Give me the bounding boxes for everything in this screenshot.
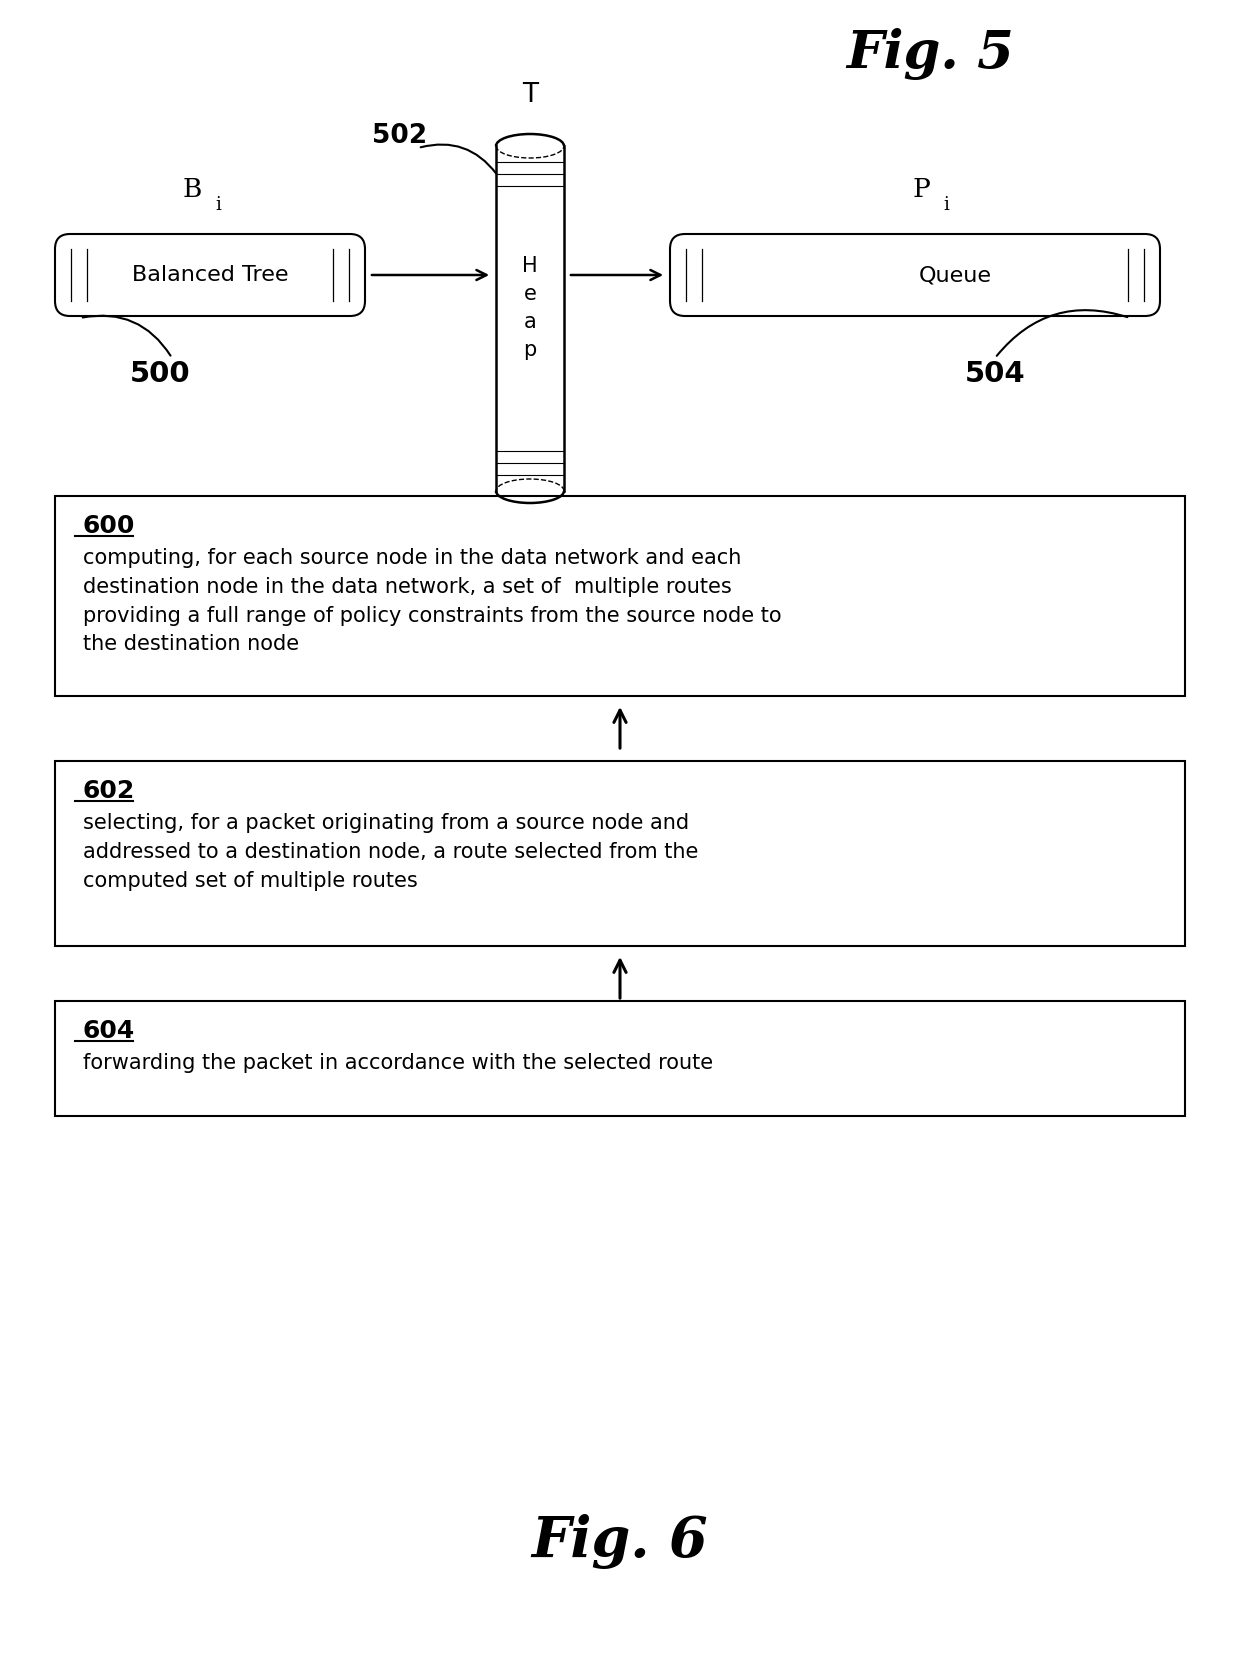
Text: H
e
a
p: H e a p — [522, 256, 538, 360]
Bar — [496, 146, 564, 491]
Text: i: i — [942, 196, 949, 215]
FancyBboxPatch shape — [55, 235, 365, 317]
Text: 604: 604 — [83, 1019, 135, 1042]
Text: Balanced Tree: Balanced Tree — [131, 265, 288, 285]
Bar — [55, 496, 1185, 696]
Text: 502: 502 — [372, 122, 428, 149]
Text: 600: 600 — [83, 515, 135, 538]
Text: forwarding the packet in accordance with the selected route: forwarding the packet in accordance with… — [83, 1053, 713, 1073]
Bar — [55, 761, 1185, 945]
Text: Fig. 6: Fig. 6 — [532, 1513, 708, 1569]
FancyBboxPatch shape — [670, 235, 1159, 317]
Text: Fig. 5: Fig. 5 — [846, 28, 1014, 80]
Bar — [55, 1001, 1185, 1116]
Text: 504: 504 — [965, 360, 1025, 389]
Text: B: B — [182, 178, 202, 203]
Text: i: i — [215, 196, 221, 215]
Text: selecting, for a packet originating from a source node and
addressed to a destin: selecting, for a packet originating from… — [83, 813, 698, 890]
Text: T: T — [522, 82, 538, 107]
Text: computing, for each source node in the data network and each
destination node in: computing, for each source node in the d… — [83, 548, 781, 654]
Text: P: P — [913, 178, 930, 203]
Text: 602: 602 — [83, 779, 135, 803]
Text: 500: 500 — [130, 360, 190, 389]
Text: Queue: Queue — [919, 265, 992, 285]
